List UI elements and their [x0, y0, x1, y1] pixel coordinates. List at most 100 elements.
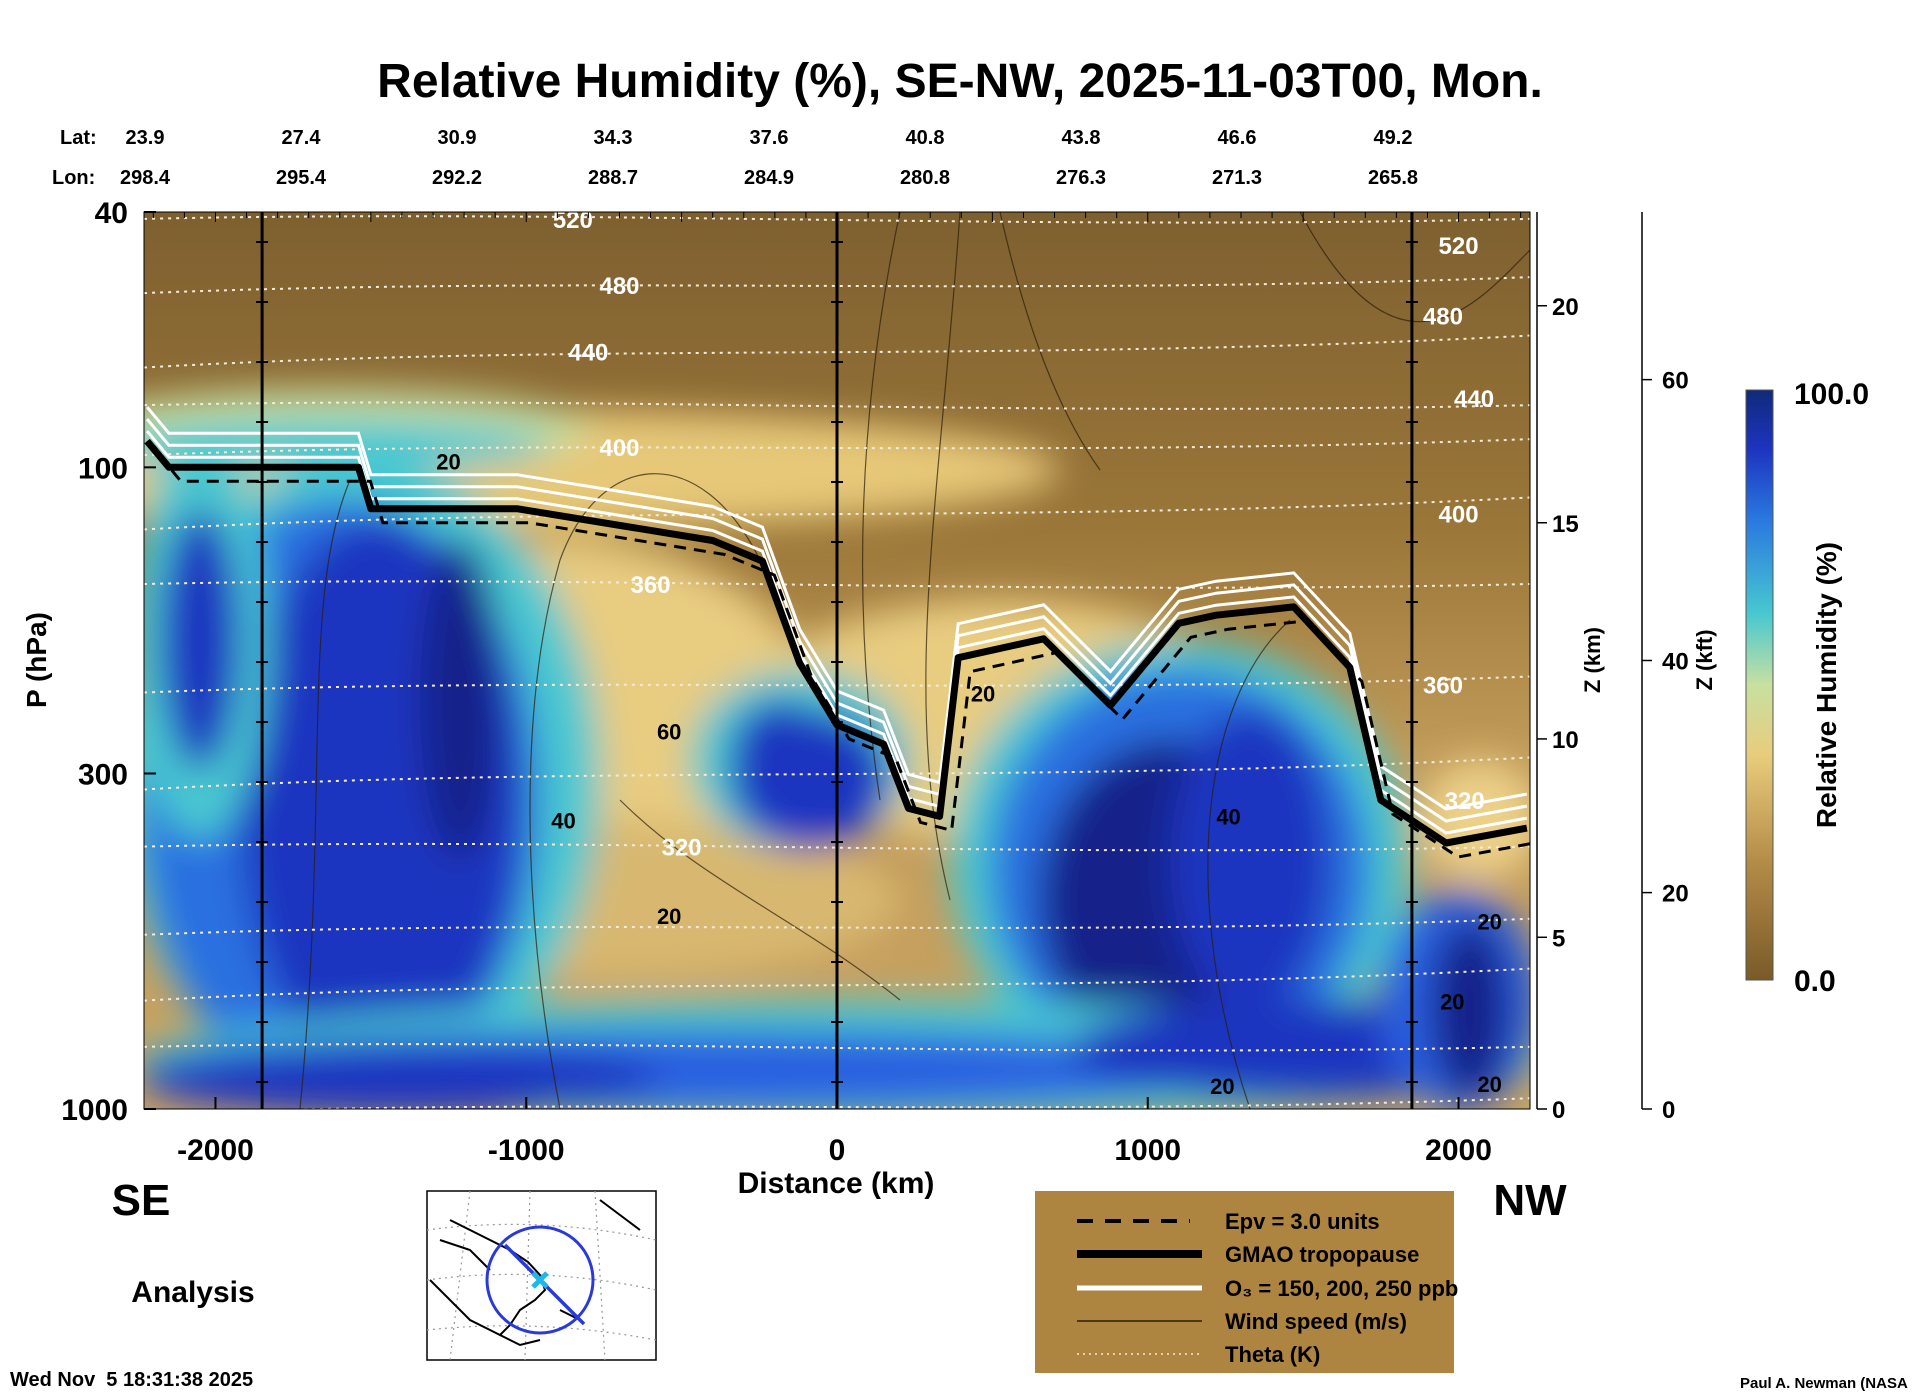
legend-item-theta: Theta (K) — [1225, 1342, 1320, 1367]
contour-labels: 520 480 440 400 360 320 520 480 440 400 360 320 20 60… — [436, 207, 1502, 1099]
wind-contour — [529, 473, 761, 1109]
reference-vertical-lines — [256, 212, 1418, 1109]
lat-lon-header: Lat: Lon: 23.9 298.4 27.4 295.4 30.9 292.2 34.3 2… — [52, 127, 1418, 189]
lon-value: 292.2 — [432, 167, 482, 189]
axes: -2000 -1000 0 1000 2000 40 100 300 1000 0 5 10 15 20 0… — [61, 197, 1688, 1167]
legend-item-tropopause: GMAO tropopause — [1225, 1242, 1419, 1267]
analysis-label: Analysis — [131, 1276, 254, 1309]
ozone-contour — [145, 406, 1528, 811]
y-tick-label: 300 — [78, 758, 128, 791]
wind-contour — [1299, 212, 1530, 323]
wind-contour — [1207, 619, 1291, 1109]
zkft-tick-label: 0 — [1662, 1097, 1675, 1124]
theta-line — [144, 401, 1530, 410]
zkm-tick-label: 20 — [1552, 294, 1579, 321]
lon-value: 265.8 — [1368, 167, 1418, 189]
wind-label: 40 — [551, 808, 575, 833]
lat-value: 37.6 — [750, 127, 789, 149]
wind-label: 20 — [971, 681, 995, 706]
colorbar-min-label: 0.0 — [1794, 965, 1836, 998]
colorbar-title: Relative Humidity (%) — [1811, 542, 1842, 828]
theta-line — [144, 215, 1530, 224]
rh-region — [1430, 920, 1510, 1100]
wind-label: 20 — [1477, 909, 1501, 934]
lon-value: 276.3 — [1056, 167, 1106, 189]
lat-value: 30.9 — [438, 127, 477, 149]
zkft-tick-label: 20 — [1662, 881, 1689, 908]
ozone-contour — [145, 418, 1528, 823]
credit: Paul A. Newman (NASA — [1740, 1375, 1908, 1392]
theta-label: 440 — [568, 340, 608, 367]
theta-label: 520 — [1439, 233, 1479, 260]
legend: Epv = 3.0 units GMAO tropopause O₃ = 150… — [1035, 1191, 1458, 1373]
timestamp: Wed Nov 5 18:31:38 2025 — [10, 1369, 253, 1391]
rh-region — [160, 510, 240, 770]
theta-line — [144, 756, 1530, 791]
y-tick-label: 100 — [78, 452, 128, 485]
wind-contour — [619, 799, 901, 1001]
theta-label: 320 — [1445, 788, 1485, 815]
x-tick-label: 2000 — [1425, 1134, 1492, 1167]
wind-label: 20 — [1210, 1074, 1234, 1099]
map-inset — [426, 1190, 657, 1361]
chart-title: Relative Humidity (%), SE-NW, 2025-11-03… — [377, 55, 1543, 108]
theta-label: 360 — [1423, 673, 1463, 700]
lat-value: 40.8 — [906, 127, 945, 149]
wind-label: 20 — [657, 904, 681, 929]
cross-section-range-circle — [485, 1225, 595, 1335]
ozone-contours — [145, 406, 1528, 835]
zkft-axis-label: Z (kft) — [1692, 629, 1717, 690]
colorbar: 100.0 0.0 Relative Humidity (%) — [1745, 378, 1869, 998]
rh-region — [144, 1045, 660, 1109]
ozone-contour — [145, 430, 1528, 835]
zkm-tick-label: 15 — [1552, 511, 1579, 538]
theta-line — [144, 496, 1530, 531]
theta-line — [144, 967, 1530, 1002]
lat-value: 23.9 — [126, 127, 165, 149]
direction-label-nw: NW — [1493, 1176, 1567, 1225]
theta-label: 480 — [599, 273, 639, 300]
lat-value: 34.3 — [594, 127, 633, 149]
lon-value: 271.3 — [1212, 167, 1262, 189]
theta-line — [144, 276, 1530, 295]
rh-region — [420, 540, 500, 860]
theta-label: 480 — [1423, 304, 1463, 331]
theta-label: 520 — [553, 207, 593, 234]
zkft-tick-label: 40 — [1662, 649, 1689, 676]
y-tick-label: 1000 — [61, 1094, 128, 1127]
theta-line — [144, 842, 1530, 852]
lon-value: 288.7 — [588, 167, 638, 189]
lon-label: Lon: — [52, 167, 95, 189]
lat-label: Lat: — [60, 127, 97, 149]
zkft-tick-label: 60 — [1662, 368, 1689, 395]
legend-box — [1035, 1191, 1454, 1373]
x-tick-label: 1000 — [1114, 1134, 1181, 1167]
theta-label: 360 — [631, 572, 671, 599]
theta-line — [144, 580, 1530, 589]
zkm-tick-label: 10 — [1552, 727, 1579, 754]
theta-label: 320 — [662, 835, 702, 862]
wind-label: 20 — [436, 450, 460, 475]
lon-value: 298.4 — [120, 167, 171, 189]
lon-value: 295.4 — [276, 167, 327, 189]
wind-label: 40 — [1216, 804, 1240, 829]
center-marker-icon — [531, 1271, 549, 1289]
wind-contour — [299, 479, 351, 1109]
legend-item-ozone: O₃ = 150, 200, 250 ppb — [1225, 1276, 1458, 1301]
tropopause-line — [144, 438, 1528, 847]
wind-label: 20 — [1440, 990, 1464, 1015]
theta-label: 400 — [1439, 501, 1479, 528]
legend-item-epv: Epv = 3.0 units — [1225, 1209, 1380, 1234]
lat-value: 46.6 — [1218, 127, 1257, 149]
theta-line — [144, 438, 1530, 457]
theta-line — [144, 917, 1530, 936]
theta-line — [144, 1043, 1530, 1052]
direction-label-se: SE — [112, 1176, 171, 1225]
wind-label: 20 — [1477, 1072, 1501, 1097]
x-tick-label: -2000 — [177, 1134, 254, 1167]
coastline — [429, 1199, 641, 1347]
y-axis-label: P (hPa) — [21, 612, 52, 708]
x-tick-label: -1000 — [488, 1134, 565, 1167]
theta-label: 400 — [599, 435, 639, 462]
